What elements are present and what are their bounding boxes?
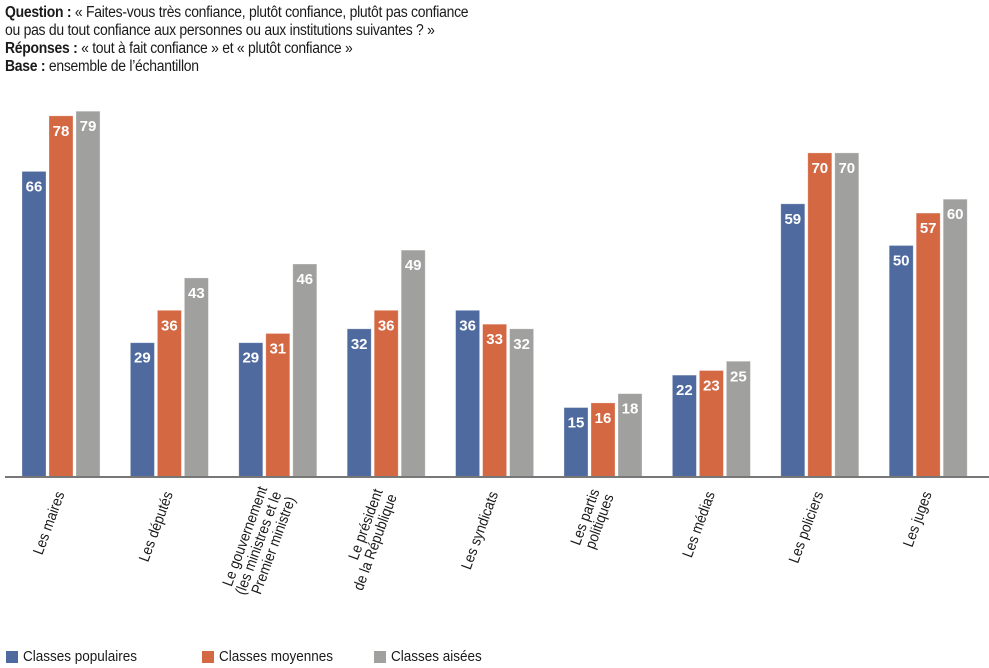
category-label: Les députés <box>136 489 177 564</box>
question-label: Question : <box>5 4 72 21</box>
bar <box>455 309 481 478</box>
bar <box>509 328 535 478</box>
bar <box>726 360 751 478</box>
data-label: 33 <box>486 331 503 348</box>
category-label-line: Les médias <box>680 489 719 560</box>
data-label: 18 <box>622 401 639 418</box>
bar <box>780 203 806 478</box>
legend-swatch <box>202 650 214 663</box>
base-line: Base : ensemble de l’échantillon <box>5 58 468 76</box>
data-label: 49 <box>405 257 422 274</box>
question-text-1: « Faites-vous très confiance, plutôt con… <box>71 4 469 21</box>
base-label: Base : <box>5 58 46 75</box>
data-label: 36 <box>378 317 395 334</box>
data-label: 60 <box>947 206 964 223</box>
bar <box>672 374 697 478</box>
bar <box>156 309 182 478</box>
data-label: 36 <box>459 317 476 334</box>
data-label: 66 <box>26 178 43 195</box>
category-label-line: Les juges <box>900 489 936 549</box>
data-label: 46 <box>296 271 313 288</box>
bar <box>807 152 833 478</box>
data-label: 79 <box>80 118 97 135</box>
data-label: 50 <box>893 253 910 270</box>
legend-item: Classes populaires <box>6 648 150 665</box>
category-label: Les policiers <box>786 489 827 565</box>
data-label: 78 <box>53 123 70 140</box>
bar <box>915 212 941 478</box>
category-label: Le gouvernement(les ministres et lePremi… <box>220 484 300 597</box>
question-line-1: Question : « Faites-vous très confiance,… <box>5 4 469 22</box>
legend-label: Classes moyennes <box>219 648 334 665</box>
category-label: Les syndicats <box>459 489 503 572</box>
data-label: 32 <box>513 336 530 353</box>
base-text: ensemble de l’échantillon <box>45 58 199 75</box>
category-label: Les maires <box>30 489 68 557</box>
legend-swatch <box>374 650 386 663</box>
legend-swatch <box>6 650 18 663</box>
data-label: 70 <box>811 160 828 177</box>
category-label-line: Les députés <box>136 489 177 564</box>
bar <box>265 333 291 478</box>
bar <box>21 171 47 478</box>
legend-item: Classes moyennes <box>202 648 346 665</box>
legend-label: Classes aisées <box>391 648 482 665</box>
data-label: 15 <box>568 415 585 432</box>
bar <box>48 115 74 478</box>
bar <box>292 263 318 478</box>
category-label-line: Les maires <box>30 489 68 557</box>
category-label: Les juges <box>900 489 936 549</box>
category-label-line: Les policiers <box>786 489 827 565</box>
bar <box>942 198 968 478</box>
data-label: 59 <box>784 211 801 228</box>
bar <box>400 249 426 478</box>
bar <box>183 277 209 478</box>
category-label: Les médias <box>680 489 719 560</box>
data-label: 25 <box>730 368 747 385</box>
legend-item: Classes aisées <box>374 648 492 665</box>
responses-line: Réponses : « tout à fait confiance » et … <box>5 40 468 58</box>
bar <box>75 110 101 478</box>
question-line-2: ou pas du tout confiance aux personnes o… <box>5 22 435 39</box>
bar <box>617 393 643 478</box>
chart-header: Question : « Faites-vous très confiance,… <box>5 4 469 76</box>
category-label-line: Les syndicats <box>459 489 503 572</box>
data-label: 43 <box>188 285 205 302</box>
bar <box>129 342 155 478</box>
data-label: 57 <box>920 220 937 237</box>
responses-label: Réponses : <box>5 40 78 57</box>
data-label: 29 <box>242 350 259 367</box>
responses-text: « tout à fait confiance » et « plutôt co… <box>77 40 353 57</box>
data-label: 22 <box>676 382 693 399</box>
data-label: 29 <box>134 350 151 367</box>
bar <box>834 152 860 478</box>
bar <box>482 323 508 478</box>
data-label: 23 <box>703 378 720 395</box>
data-label: 31 <box>269 340 286 357</box>
data-label: 32 <box>351 336 368 353</box>
bar <box>373 309 399 478</box>
bar <box>888 245 914 478</box>
data-label: 36 <box>161 317 178 334</box>
data-label: 16 <box>595 410 612 427</box>
legend-label: Classes populaires <box>23 648 138 665</box>
bar <box>590 402 616 478</box>
data-label: 70 <box>838 160 855 177</box>
